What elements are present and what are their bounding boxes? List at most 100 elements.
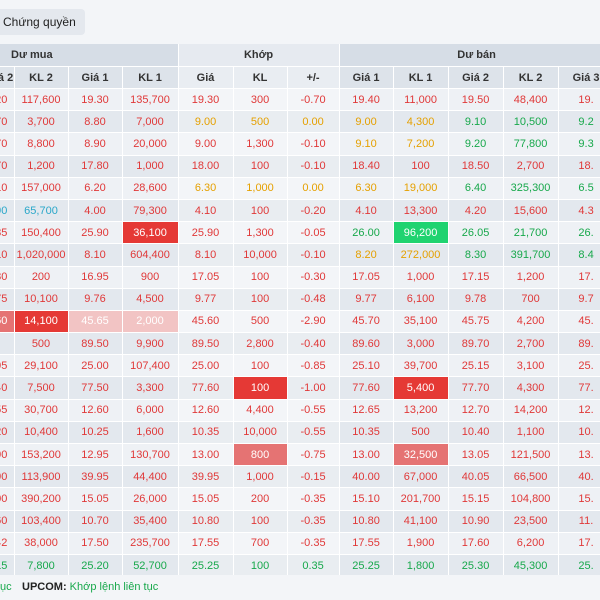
table-row[interactable]: .407,50077.503,30077.60100-1.0077.605,40… <box>0 376 600 400</box>
table-cell: 500 <box>14 332 69 356</box>
table-cell: 17.60 <box>448 532 504 555</box>
table-cell: 18.00 <box>178 155 234 178</box>
table-row[interactable]: .9529,10025.00107,40025.00100-0.8525.103… <box>0 354 600 378</box>
table-row[interactable]: .00390,20015.0526,00015.05200-0.3515.102… <box>0 487 600 511</box>
table-cell: 35,400 <box>122 510 179 533</box>
table-row[interactable]: .60103,40010.7035,40010.80100-0.3510.804… <box>0 510 600 533</box>
column-header[interactable]: KL 1 <box>122 66 179 89</box>
status-footer: ục UPCOM: Khớp lệnh liên tục <box>0 575 600 600</box>
table-cell: 77,800 <box>503 132 559 156</box>
table-row[interactable]: .2010,40010.251,60010.3510,000-0.5510.35… <box>0 421 600 445</box>
column-header[interactable]: Giá 2 <box>448 66 504 89</box>
table-cell: 23,500 <box>503 510 559 533</box>
table-cell: 153,200 <box>14 443 69 467</box>
table-row[interactable]: .701,20017.801,00018.00100-0.1018.401001… <box>0 155 600 178</box>
table-cell: 12.60 <box>178 399 234 422</box>
table-cell: 45,300 <box>503 554 559 575</box>
table-cell: 8,800 <box>14 132 69 156</box>
table-cell: 390,200 <box>14 487 69 511</box>
column-header[interactable]: +/- <box>287 66 340 89</box>
tab-chung-quyen[interactable]: Chứng quyền <box>0 9 85 35</box>
table-cell: 10.70 <box>68 510 123 533</box>
table-row[interactable]: .85150,40025.9036,10025.901,300-0.0526.0… <box>0 221 600 245</box>
table-cell: .60 <box>0 510 15 533</box>
table-cell: 117,600 <box>14 88 69 112</box>
table-row[interactable]: .10157,0006.2028,6006.301,0000.006.3019,… <box>0 177 600 200</box>
table-cell: 45.70 <box>339 310 394 334</box>
table-cell: 15.05 <box>178 487 234 511</box>
table-cell: 9.00 <box>178 110 234 134</box>
table-cell: 100 <box>233 155 288 178</box>
table-cell: 9.2 <box>558 110 600 134</box>
table-cell: .42 <box>0 532 15 555</box>
table-row[interactable]: .8020016.9590017.05100-0.3017.051,00017.… <box>0 266 600 289</box>
table-cell: 32,500 <box>393 443 449 467</box>
table-cell: 14,200 <box>503 399 559 422</box>
table-cell: 4.00 <box>68 199 123 223</box>
table-cell: 19,000 <box>393 177 449 200</box>
table-row[interactable]: .4238,00017.50235,70017.55700-0.3517.551… <box>0 532 600 555</box>
table-cell: 7,800 <box>14 554 69 575</box>
column-header[interactable]: Giá 3 <box>558 66 600 89</box>
column-header[interactable]: KL 1 <box>393 66 449 89</box>
table-cell: 500 <box>233 110 288 134</box>
table-cell: 4,400 <box>233 399 288 422</box>
table-cell: 7,000 <box>122 110 179 134</box>
table-cell: 13.00 <box>178 443 234 467</box>
table-cell: 157,000 <box>14 177 69 200</box>
table-cell: 25.00 <box>68 354 123 378</box>
footer-left-text: ục <box>0 581 12 593</box>
table-cell: 1,200 <box>503 266 559 289</box>
table-cell: 25. <box>558 354 600 378</box>
table-cell: -0.30 <box>287 266 340 289</box>
column-header[interactable]: KL 2 <box>14 66 69 89</box>
table-row[interactable]: .703,7008.807,0009.005000.009.004,3009.1… <box>0 110 600 134</box>
group-header-du-ban: Dư bán <box>339 44 600 67</box>
table-cell: 201,700 <box>393 487 449 511</box>
table-cell: -0.35 <box>287 487 340 511</box>
table-cell: 10.35 <box>339 421 394 445</box>
table-row[interactable]: .5530,70012.606,00012.604,400-0.5512.651… <box>0 399 600 422</box>
table-row[interactable]: .7510,1009.764,5009.77100-0.489.776,1009… <box>0 288 600 311</box>
table-cell: 10,500 <box>503 110 559 134</box>
table-cell: -0.70 <box>287 88 340 112</box>
table-cell: 1,800 <box>393 554 449 575</box>
column-header[interactable]: KL <box>233 66 288 89</box>
top-bar: Chứng quyền <box>0 0 600 44</box>
table-cell: 39.95 <box>68 465 123 489</box>
group-header-du-mua: Dư mua <box>0 44 179 67</box>
table-row[interactable]: .157,80025.2052,70025.251000.3525.251,80… <box>0 554 600 575</box>
column-header[interactable]: Giá <box>178 66 234 89</box>
table-cell: 25.90 <box>178 221 234 245</box>
table-cell: -0.20 <box>287 199 340 223</box>
table-row[interactable]: .708,8008.9020,0009.001,300-0.109.107,20… <box>0 132 600 156</box>
table-row[interactable]: .90113,90039.9544,40039.951,000-0.1540.0… <box>0 465 600 489</box>
table-cell: 25.15 <box>448 354 504 378</box>
table-row[interactable]: .6014,10045.652,00045.60500-2.9045.7035,… <box>0 310 600 334</box>
column-header[interactable]: Giá 1 <box>68 66 123 89</box>
table-cell: 200 <box>233 487 288 511</box>
table-cell: 9.77 <box>339 288 394 311</box>
table-cell: 28,600 <box>122 177 179 200</box>
table-row[interactable]: 500 89.50 9,900 89.50 2,800 -0.40 89.60 3,000 89… <box>0 332 600 356</box>
table-cell: 13,300 <box>393 199 449 223</box>
table-cell: 6.5 <box>558 177 600 200</box>
table-cell: 1,020,000 <box>14 243 69 267</box>
table-cell: 11,000 <box>393 88 449 112</box>
table-cell: 35,100 <box>393 310 449 334</box>
table-cell: 9.77 <box>178 288 234 311</box>
table-cell: 29,100 <box>14 354 69 378</box>
column-header[interactable]: KL 2 <box>503 66 559 89</box>
table-cell: 52,700 <box>122 554 179 575</box>
table-row[interactable]: .9065,7004.0079,3004.10100-0.204.1013,30… <box>0 199 600 223</box>
table-cell: 4,300 <box>393 110 449 134</box>
table-row[interactable]: .90153,20012.95130,70013.00800-0.7513.00… <box>0 443 600 467</box>
table-row[interactable]: .20117,60019.30135,70019.30300-0.7019.40… <box>0 88 600 112</box>
table-cell: 700 <box>233 532 288 555</box>
column-header[interactable]: Giá 1 <box>339 66 394 89</box>
table-cell: 200 <box>14 266 69 289</box>
table-cell: 48,400 <box>503 88 559 112</box>
column-header[interactable]: Giá 2 <box>0 66 15 89</box>
table-row[interactable]: .101,020,0008.10604,4008.1010,000-0.108.… <box>0 243 600 267</box>
table-cell: 39,700 <box>393 354 449 378</box>
